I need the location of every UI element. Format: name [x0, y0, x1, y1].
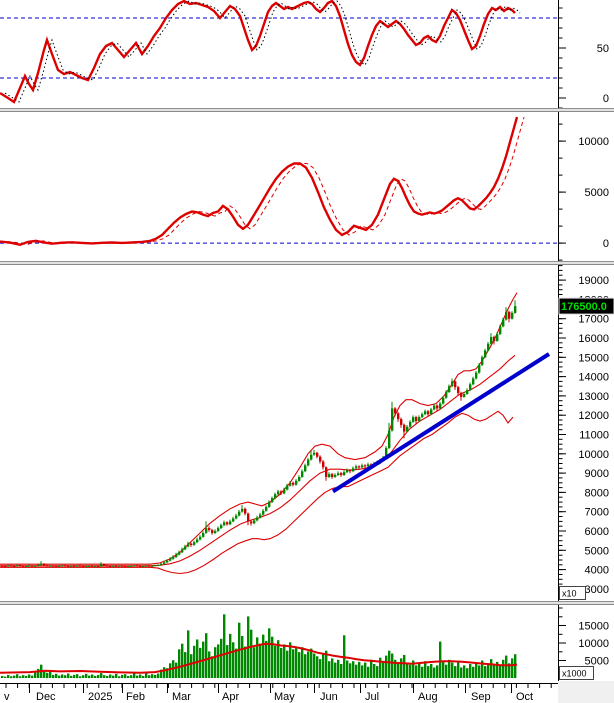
svg-text:Jul: Jul	[365, 691, 379, 703]
svg-text:4000: 4000	[585, 565, 609, 577]
svg-text:5000: 5000	[585, 545, 609, 557]
panel-splitter-1[interactable]	[0, 108, 614, 112]
stochastic-chart: 50 0	[0, 0, 609, 108]
svg-text:v: v	[4, 691, 10, 703]
momentum-panel[interactable]: 10000 5000 0	[0, 112, 614, 261]
svg-text:50: 50	[597, 43, 609, 55]
price-panel[interactable]: 1900018000170001600015000140001300012000…	[0, 265, 614, 601]
svg-text:Oct: Oct	[516, 691, 533, 703]
svg-text:0: 0	[603, 93, 609, 105]
price-chart: 1900018000170001600015000140001300012000…	[0, 265, 614, 601]
svg-text:10000: 10000	[578, 638, 609, 650]
stochastic-panel[interactable]: 50 0	[0, 0, 614, 108]
time-axis[interactable]: v Dec 2025 Feb Mar Apr May Jun Jul Aug Sep Oct	[0, 681, 614, 703]
svg-text:2025: 2025	[88, 691, 112, 703]
svg-text:x10: x10	[562, 589, 577, 599]
svg-text:8000: 8000	[585, 487, 609, 499]
momentum-chart: 10000 5000 0	[0, 112, 609, 261]
svg-text:14000: 14000	[578, 372, 609, 384]
svg-text:Apr: Apr	[222, 691, 239, 703]
svg-text:13000: 13000	[578, 391, 609, 403]
svg-text:6000: 6000	[585, 526, 609, 538]
panel-splitter-3[interactable]	[0, 601, 614, 605]
svg-text:19000: 19000	[578, 275, 609, 287]
svg-text:0: 0	[603, 238, 609, 250]
svg-text:11000: 11000	[579, 430, 609, 442]
svg-text:15000: 15000	[578, 352, 609, 364]
svg-text:7000: 7000	[585, 507, 609, 519]
svg-text:15000: 15000	[578, 621, 609, 633]
time-axis-labels: v Dec 2025 Feb Mar Apr May Jun Jul Aug Sep Oct	[0, 681, 614, 703]
svg-text:Dec: Dec	[36, 691, 56, 703]
panel-splitter-2[interactable]	[0, 261, 614, 265]
svg-text:17000: 17000	[578, 314, 609, 326]
svg-text:12000: 12000	[578, 410, 609, 422]
svg-text:Feb: Feb	[126, 691, 145, 703]
svg-text:Mar: Mar	[172, 691, 191, 703]
svg-text:May: May	[274, 691, 295, 703]
svg-text:5000: 5000	[585, 656, 609, 668]
svg-text:10000: 10000	[578, 449, 609, 461]
svg-text:x1000: x1000	[562, 669, 587, 679]
svg-text:Aug: Aug	[418, 691, 438, 703]
svg-text:10000: 10000	[578, 136, 609, 148]
svg-text:16000: 16000	[578, 333, 609, 345]
svg-text:3000: 3000	[585, 584, 609, 596]
svg-text:Jun: Jun	[320, 691, 338, 703]
volume-panel[interactable]: 15000 10000 5000 x1000	[0, 605, 614, 681]
svg-text:9000: 9000	[585, 468, 609, 480]
svg-text:176500.0: 176500.0	[561, 301, 607, 313]
svg-text:Sep: Sep	[471, 691, 491, 703]
svg-text:5000: 5000	[585, 187, 609, 199]
